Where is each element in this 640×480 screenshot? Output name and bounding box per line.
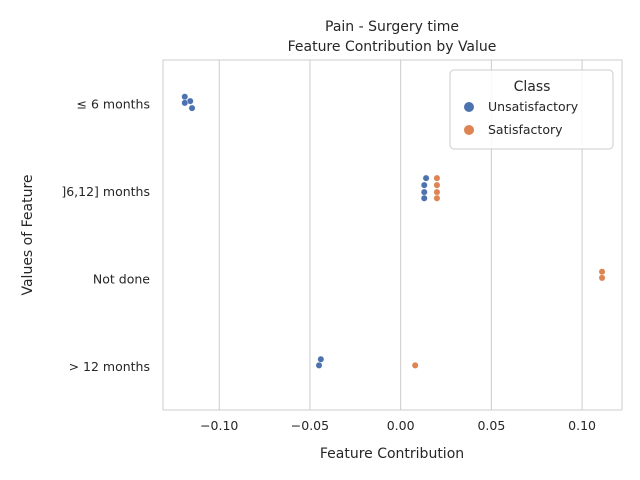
x-tick-label: −0.10 [200, 418, 238, 433]
data-point [420, 181, 428, 189]
legend-label-unsatisfactory: Unsatisfactory [488, 99, 579, 114]
y-tick-label: ]6,12] months [61, 184, 150, 199]
data-point [181, 99, 189, 107]
data-point [317, 355, 325, 363]
data-point [422, 174, 430, 182]
data-point [420, 194, 428, 202]
x-axis-ticks: −0.10 −0.05 0.00 0.05 0.10 [200, 418, 596, 433]
y-tick-label: Not done [93, 271, 150, 286]
data-point [433, 188, 441, 196]
y-axis-ticks: ≤ 6 months ]6,12] months Not done > 12 mont… [61, 96, 150, 374]
data-point [420, 188, 428, 196]
legend-label-satisfactory: Satisfactory [488, 122, 563, 137]
y-tick-label: ≤ 6 months [77, 96, 150, 111]
y-tick-label: > 12 months [69, 359, 150, 374]
data-point [433, 194, 441, 202]
plot-area-frame [162, 59, 623, 411]
chart-subtitle: Feature Contribution by Value [288, 39, 497, 55]
x-tick-label: −0.05 [291, 418, 329, 433]
data-point [433, 181, 441, 189]
y-axis-label: Values of Feature [20, 174, 36, 295]
legend-marker-unsatisfactory [464, 102, 474, 112]
chart-title: Pain - Surgery time [325, 19, 459, 35]
legend-box [449, 69, 614, 150]
data-point [315, 361, 323, 369]
data-points [181, 93, 606, 369]
legend-title: Class [514, 79, 551, 95]
x-tick-label: 0.05 [477, 418, 505, 433]
data-point [598, 268, 606, 276]
data-point [433, 174, 441, 182]
x-tick-label: 0.00 [387, 418, 415, 433]
legend-marker-satisfactory [464, 125, 474, 135]
data-point [181, 93, 189, 101]
data-point [411, 361, 419, 369]
x-axis-label: Feature Contribution [320, 446, 464, 462]
legend: Class Unsatisfactory Satisfactory [449, 69, 614, 150]
data-point [188, 104, 196, 112]
x-tick-label: 0.10 [568, 418, 596, 433]
data-point [598, 274, 606, 282]
